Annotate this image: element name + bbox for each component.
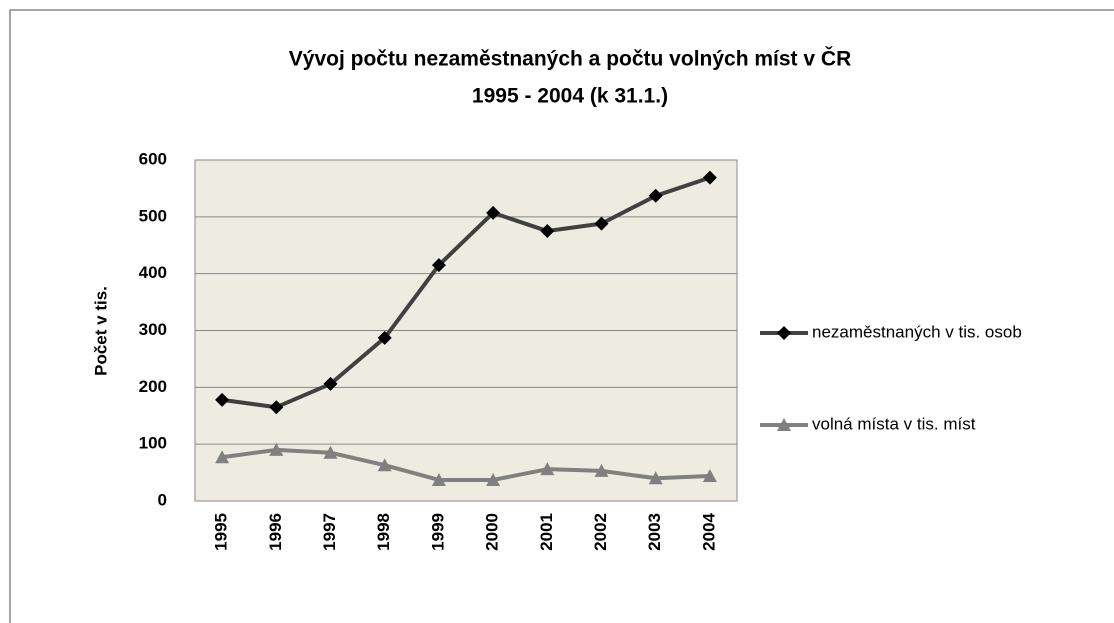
marker: [702, 468, 717, 482]
y-tick-label: 100: [139, 434, 167, 453]
marker: [648, 471, 663, 485]
legend-label: nezaměstnaných v tis. osob: [812, 322, 1022, 341]
x-tick-label: 2002: [591, 513, 610, 551]
marker: [702, 170, 717, 185]
series-line: [221, 447, 710, 482]
chart-title: Vývoj počtu nezaměstnaných a počtu volný…: [289, 47, 851, 71]
y-tick-label: 500: [139, 206, 167, 225]
marker: [648, 188, 663, 203]
legend-label: volná místa v tis. míst: [812, 414, 976, 433]
y-axis-label: Počet v tis.: [91, 286, 110, 376]
x-tick-label: 1997: [320, 513, 339, 551]
marker: [377, 330, 392, 345]
marker: [269, 400, 284, 415]
marker: [431, 472, 446, 486]
marker: [431, 258, 446, 273]
marker: [215, 450, 230, 464]
marker: [323, 376, 338, 391]
marker: [215, 392, 230, 407]
marker: [323, 445, 338, 459]
x-tick-label: 2003: [645, 513, 664, 551]
marker: [486, 472, 501, 486]
marker: [540, 462, 555, 476]
x-tick-label: 1999: [428, 513, 447, 551]
series-line: [221, 175, 711, 410]
x-tick-label: 2004: [699, 512, 718, 550]
marker: [594, 463, 609, 477]
y-tick-label: 400: [139, 263, 167, 282]
x-tick-label: 2000: [483, 513, 502, 551]
y-tick-label: 300: [139, 320, 167, 339]
x-tick-label: 1998: [374, 513, 393, 551]
y-tick-label: 600: [139, 149, 167, 168]
marker: [777, 418, 791, 431]
x-tick-label: 1996: [266, 513, 285, 551]
marker: [777, 326, 791, 340]
x-tick-label: 1995: [212, 513, 231, 551]
x-tick-label: 2001: [537, 513, 556, 551]
y-tick-label: 200: [139, 377, 167, 396]
marker: [540, 224, 555, 239]
marker: [377, 458, 392, 472]
marker: [269, 442, 284, 456]
y-tick-label: 0: [158, 490, 167, 509]
marker: [486, 205, 501, 220]
marker: [594, 216, 609, 231]
chart-title: 1995 - 2004 (k 31.1.): [472, 85, 668, 108]
